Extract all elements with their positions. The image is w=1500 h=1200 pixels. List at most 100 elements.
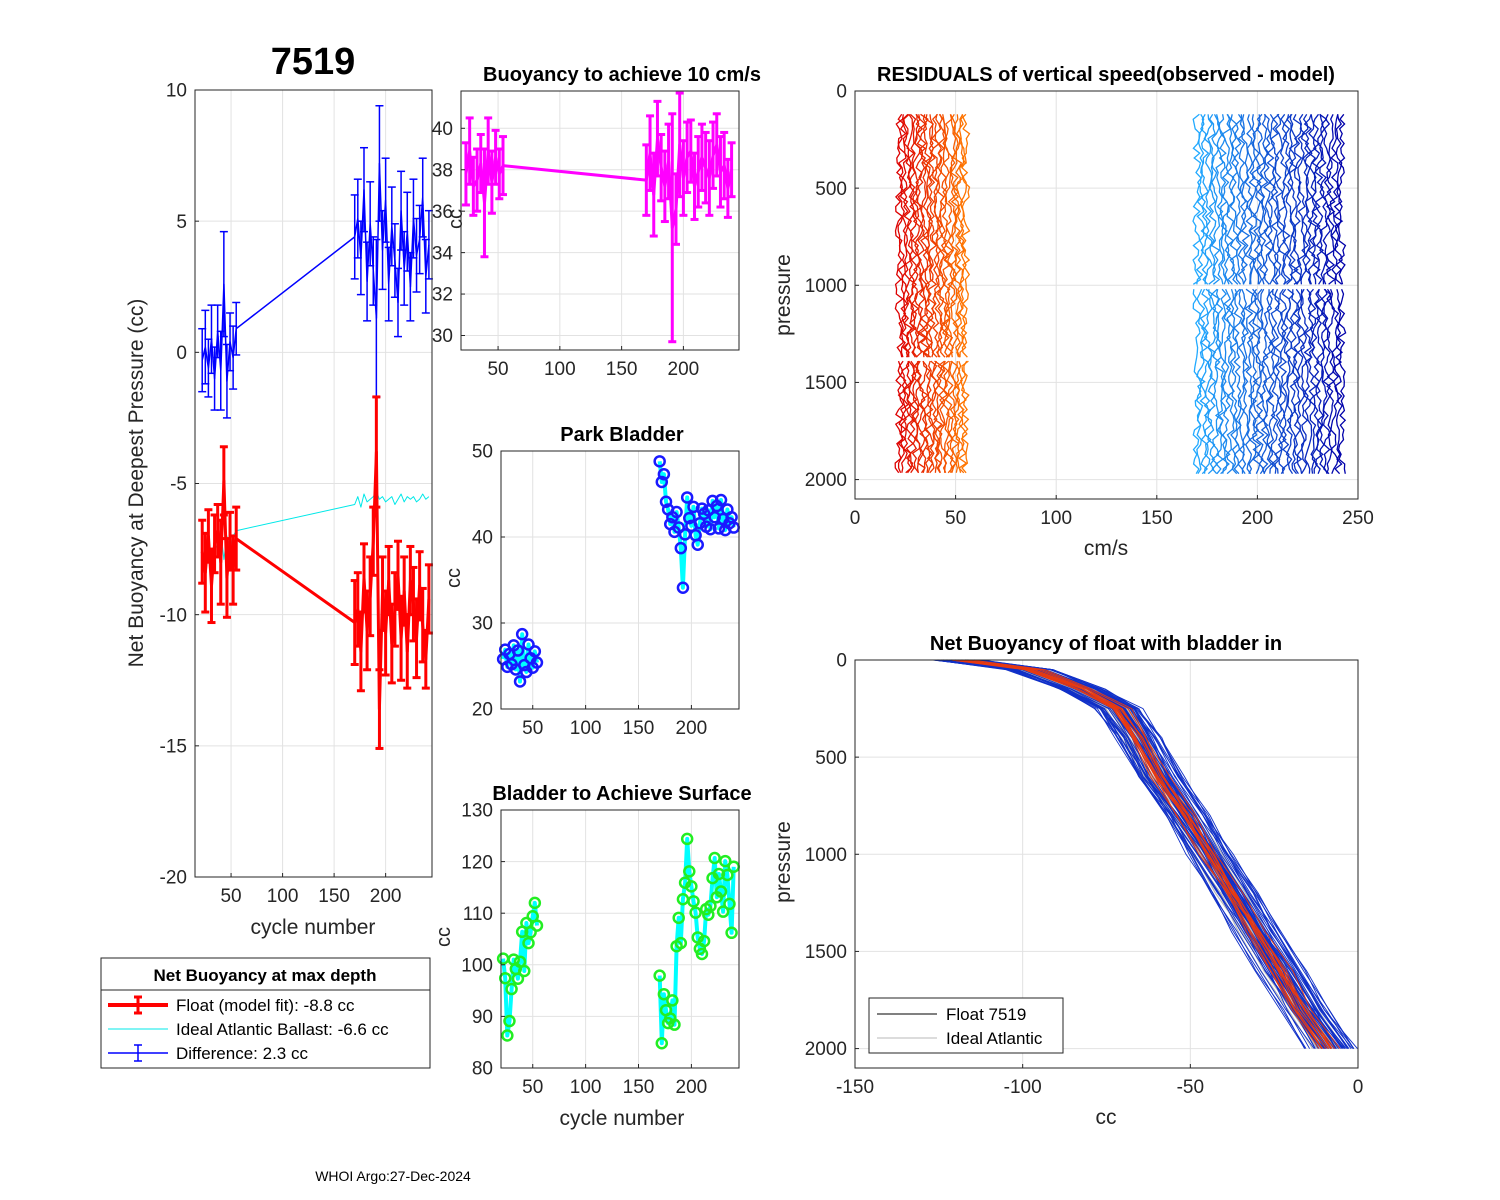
residual-profile-late	[1247, 288, 1258, 475]
park-marker	[530, 656, 544, 669]
profile-legend-ideal-label: Ideal Atlantic	[946, 1029, 1043, 1048]
bladder-surface-title: Bladder to Achieve Surface	[492, 783, 751, 805]
surface-marker	[680, 832, 694, 846]
x-tick-label: 150	[623, 1077, 655, 1098]
residual-profile-early	[922, 361, 931, 473]
residual-profile-late	[1307, 114, 1317, 285]
profile-legend-box	[868, 997, 1064, 1054]
residual-profile-early	[944, 361, 954, 474]
surface-marker	[674, 936, 688, 950]
park-bladder-ylabel: cc	[443, 568, 465, 588]
surface-marker	[511, 972, 525, 985]
y-tick-label: 0	[836, 82, 847, 103]
y-tick-label: 1500	[805, 373, 847, 394]
residual-profile-early	[922, 114, 932, 358]
residuals-ticks: 0 50 100 150 200 250 0 500 1000 1500 2000	[805, 82, 1374, 529]
x-tick-label: -150	[836, 1077, 874, 1098]
y-tick-label: 120	[461, 852, 493, 873]
x-tick-label: 200	[668, 359, 700, 380]
float-profile-early	[959, 659, 1331, 1049]
surface-marker	[668, 1018, 681, 1031]
residual-profile-late	[1277, 113, 1288, 285]
residual-profile-early	[894, 114, 904, 358]
y-tick-label: -20	[160, 868, 187, 889]
float-profile-late	[968, 659, 1353, 1049]
residual-profile-late	[1229, 114, 1240, 285]
park-bladder-axes-box	[500, 450, 740, 710]
residual-profile-late	[1263, 289, 1273, 474]
residual-profile-late	[1248, 114, 1257, 285]
surface-marker	[723, 897, 736, 911]
buoyancy-10cms-title: Buoyancy to achieve 10 cm/s	[483, 64, 761, 86]
residual-profile-early	[944, 114, 954, 358]
residual-profile-late	[1337, 113, 1347, 285]
surface-marker	[501, 1029, 514, 1042]
residual-profile-late	[1203, 114, 1213, 285]
net-buoyancy-profile-axes-box	[854, 659, 1359, 1069]
y-tick-label: 0	[176, 343, 187, 364]
residual-profile-early	[925, 360, 935, 474]
residual-profile-early	[941, 360, 950, 473]
surface-marker	[685, 880, 698, 893]
net-buoyancy-profile-xlabel: cc	[1096, 1106, 1117, 1129]
x-tick-label: 150	[606, 359, 638, 380]
surface-marker	[683, 865, 696, 878]
residuals-title: RESIDUALS of vertical speed(observed - m…	[877, 64, 1335, 86]
residual-profile-late	[1255, 288, 1265, 475]
y-tick-label: 2000	[805, 470, 847, 491]
surface-marker	[714, 885, 728, 898]
surface-marker	[687, 895, 700, 908]
park-marker	[708, 510, 721, 524]
float-profile-early	[956, 659, 1329, 1049]
residual-profile-late	[1199, 288, 1210, 475]
park-marker	[515, 627, 529, 641]
surface-marker	[498, 971, 512, 985]
residual-profile-late	[1319, 288, 1328, 474]
residual-profile-late	[1307, 288, 1317, 474]
residual-profile-early	[930, 113, 941, 358]
x-tick-label: 50	[945, 508, 966, 529]
residual-profile-early	[900, 361, 910, 473]
park-marker	[657, 467, 671, 481]
y-tick-label: 50	[472, 442, 493, 463]
park-marker	[714, 493, 728, 507]
x-tick-label: -50	[1177, 1077, 1204, 1098]
x-tick-label: 200	[676, 1077, 708, 1098]
residual-profile-late	[1206, 289, 1217, 475]
residual-profile-late	[1292, 288, 1303, 475]
y-tick-label: 100	[461, 955, 493, 976]
y-tick-label: 130	[461, 801, 493, 822]
float-profile-early	[952, 659, 1327, 1049]
residual-profile-early	[908, 113, 918, 358]
legend-float-label: Float (model fit): -8.8 cc	[176, 996, 355, 1015]
y-tick-label: 500	[815, 179, 847, 200]
surface-marker	[689, 906, 702, 919]
residual-profile-early	[910, 360, 921, 474]
x-tick-label: 100	[570, 718, 602, 739]
residual-profile-early	[931, 360, 941, 473]
y-tick-label: 1000	[805, 845, 847, 866]
y-tick-label: 40	[432, 119, 453, 140]
profile-legend: Float 7519 Ideal Atlantic	[868, 997, 1064, 1054]
net-buoyancy-panel: 7519 50 100 150 200 -20 -15 -10 -5 0 5 10 cycle nu…	[125, 41, 433, 939]
legend-ideal-label: Ideal Atlantic Ballast: -6.6 cc	[176, 1020, 389, 1039]
residual-profile-late	[1333, 114, 1344, 285]
x-tick-label: 150	[318, 886, 350, 907]
residual-profile-late	[1233, 288, 1243, 475]
net-buoyancy-profile-ticks: -150 -100 -50 0 0 500 1000 1500 2000	[805, 651, 1364, 1098]
y-tick-label: 0	[836, 651, 847, 672]
residual-profile-late	[1270, 289, 1280, 474]
park-marker	[683, 511, 696, 525]
residual-profile-early	[952, 361, 961, 473]
float-profile-early	[958, 659, 1329, 1049]
bladder-surface-axes-box	[500, 809, 740, 1069]
surface-marker	[672, 911, 685, 925]
park-bladder-data	[496, 455, 740, 688]
y-tick-label: 5	[176, 212, 187, 233]
surface-marker	[657, 987, 671, 1001]
residual-profile-early	[936, 360, 946, 474]
residuals-panel: RESIDUALS of vertical speed(observed - m…	[772, 64, 1374, 560]
surface-marker	[530, 919, 544, 932]
residual-profile-late	[1300, 288, 1309, 475]
